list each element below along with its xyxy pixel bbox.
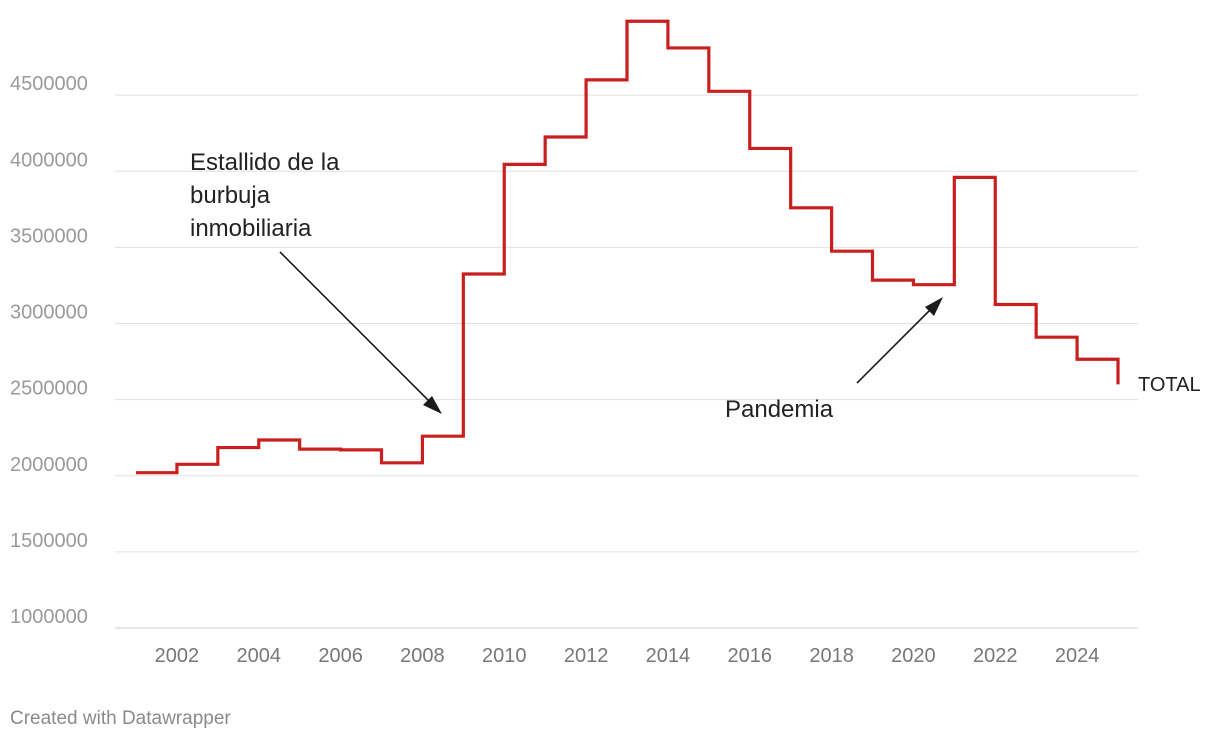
annotations-layer: Estallido de la burbuja inmobiliaria Pan… bbox=[190, 149, 943, 423]
annotation-burbuja-line-2: burbuja bbox=[190, 182, 271, 209]
x-tick-label-2024: 2024 bbox=[1055, 645, 1100, 667]
x-tick-label-2018: 2018 bbox=[809, 645, 854, 667]
x-tick-label-2020: 2020 bbox=[891, 645, 936, 667]
annotation-arrowhead-pandemia bbox=[925, 297, 943, 316]
y-tick-label-2500000: 2500000 bbox=[10, 378, 88, 400]
x-tick-label-2004: 2004 bbox=[237, 645, 282, 667]
y-tick-label-4500000: 4500000 bbox=[10, 73, 88, 95]
annotation-pandemia: Pandemia bbox=[725, 396, 834, 423]
footer-credit: Created with Datawrapper bbox=[10, 708, 231, 729]
annotation-arrow-burbuja bbox=[279, 251, 441, 413]
x-tick-label-2006: 2006 bbox=[318, 645, 363, 667]
annotation-burbuja-line-3: inmobiliaria bbox=[190, 215, 312, 242]
x-tick-label-2014: 2014 bbox=[646, 645, 691, 667]
series-label-total: TOTAL bbox=[1138, 374, 1201, 396]
x-tick-label-2022: 2022 bbox=[973, 645, 1018, 667]
x-axis-ticks: 2002 2004 2006 2008 2010 2012 2014 2016 2018 2020… bbox=[155, 645, 1100, 667]
y-tick-label-1500000: 1500000 bbox=[10, 530, 88, 552]
annotation-burbuja-line-1: Estallido de la bbox=[190, 149, 340, 176]
x-tick-label-2002: 2002 bbox=[155, 645, 200, 667]
series-line-total bbox=[136, 19, 1120, 475]
y-tick-label-4000000: 4000000 bbox=[10, 149, 88, 171]
annotation-arrowhead-burbuja bbox=[423, 396, 442, 414]
y-tick-label-1000000: 1000000 bbox=[10, 606, 88, 628]
y-tick-label-3500000: 3500000 bbox=[10, 225, 88, 247]
gridlines bbox=[115, 94, 1138, 629]
y-axis-ticks: 1000000 1500000 2000000 2500000 3000000 35000… bbox=[10, 73, 88, 628]
annotation-arrow-pandemia bbox=[856, 299, 941, 384]
x-tick-label-2016: 2016 bbox=[728, 645, 773, 667]
x-tick-label-2012: 2012 bbox=[564, 645, 609, 667]
series-layer bbox=[136, 19, 1120, 475]
x-tick-label-2008: 2008 bbox=[400, 645, 445, 667]
y-tick-label-3000000: 3000000 bbox=[10, 302, 88, 324]
y-tick-label-2000000: 2000000 bbox=[10, 454, 88, 476]
x-tick-label-2010: 2010 bbox=[482, 645, 527, 667]
